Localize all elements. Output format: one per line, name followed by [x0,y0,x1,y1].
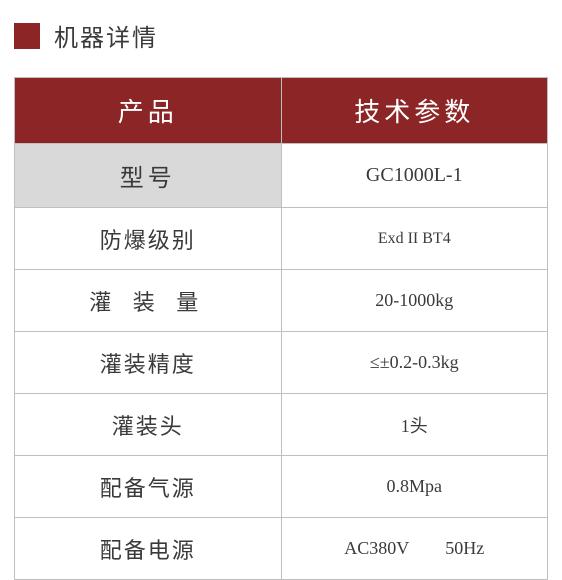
table-row: 灌装精度≤±0.2-0.3kg [15,332,548,394]
table-row: 灌装头1头 [15,394,548,456]
accent-square-icon [14,23,40,49]
row-label: 配备电源 [15,518,282,580]
table-row: 配备气源0.8Mpa [15,456,548,518]
spec-table: 产品 技术参数 型号GC1000L-1防爆级别Exd II BT4灌 装 量20… [14,77,548,580]
row-value: GC1000L-1 [281,144,548,208]
table-row: 配备电源AC380V 50Hz [15,518,548,580]
row-value: 1头 [281,394,548,456]
column-header-product: 产品 [15,78,282,144]
row-value: AC380V 50Hz [281,518,548,580]
row-value: 0.8Mpa [281,456,548,518]
row-label: 配备气源 [15,456,282,518]
row-label: 灌装精度 [15,332,282,394]
section-heading: 机器详情 [14,18,548,53]
row-label: 灌 装 量 [15,270,282,332]
row-value: 20-1000kg [281,270,548,332]
table-row: 防爆级别Exd II BT4 [15,208,548,270]
row-value: Exd II BT4 [281,208,548,270]
table-header-row: 产品 技术参数 [15,78,548,144]
row-label: 防爆级别 [15,208,282,270]
row-label: 型号 [15,144,282,208]
table-row: 型号GC1000L-1 [15,144,548,208]
column-header-spec: 技术参数 [281,78,548,144]
row-label: 灌装头 [15,394,282,456]
table-body: 型号GC1000L-1防爆级别Exd II BT4灌 装 量20-1000kg灌… [15,144,548,580]
section-title: 机器详情 [54,18,158,53]
table-row: 灌 装 量20-1000kg [15,270,548,332]
row-value: ≤±0.2-0.3kg [281,332,548,394]
